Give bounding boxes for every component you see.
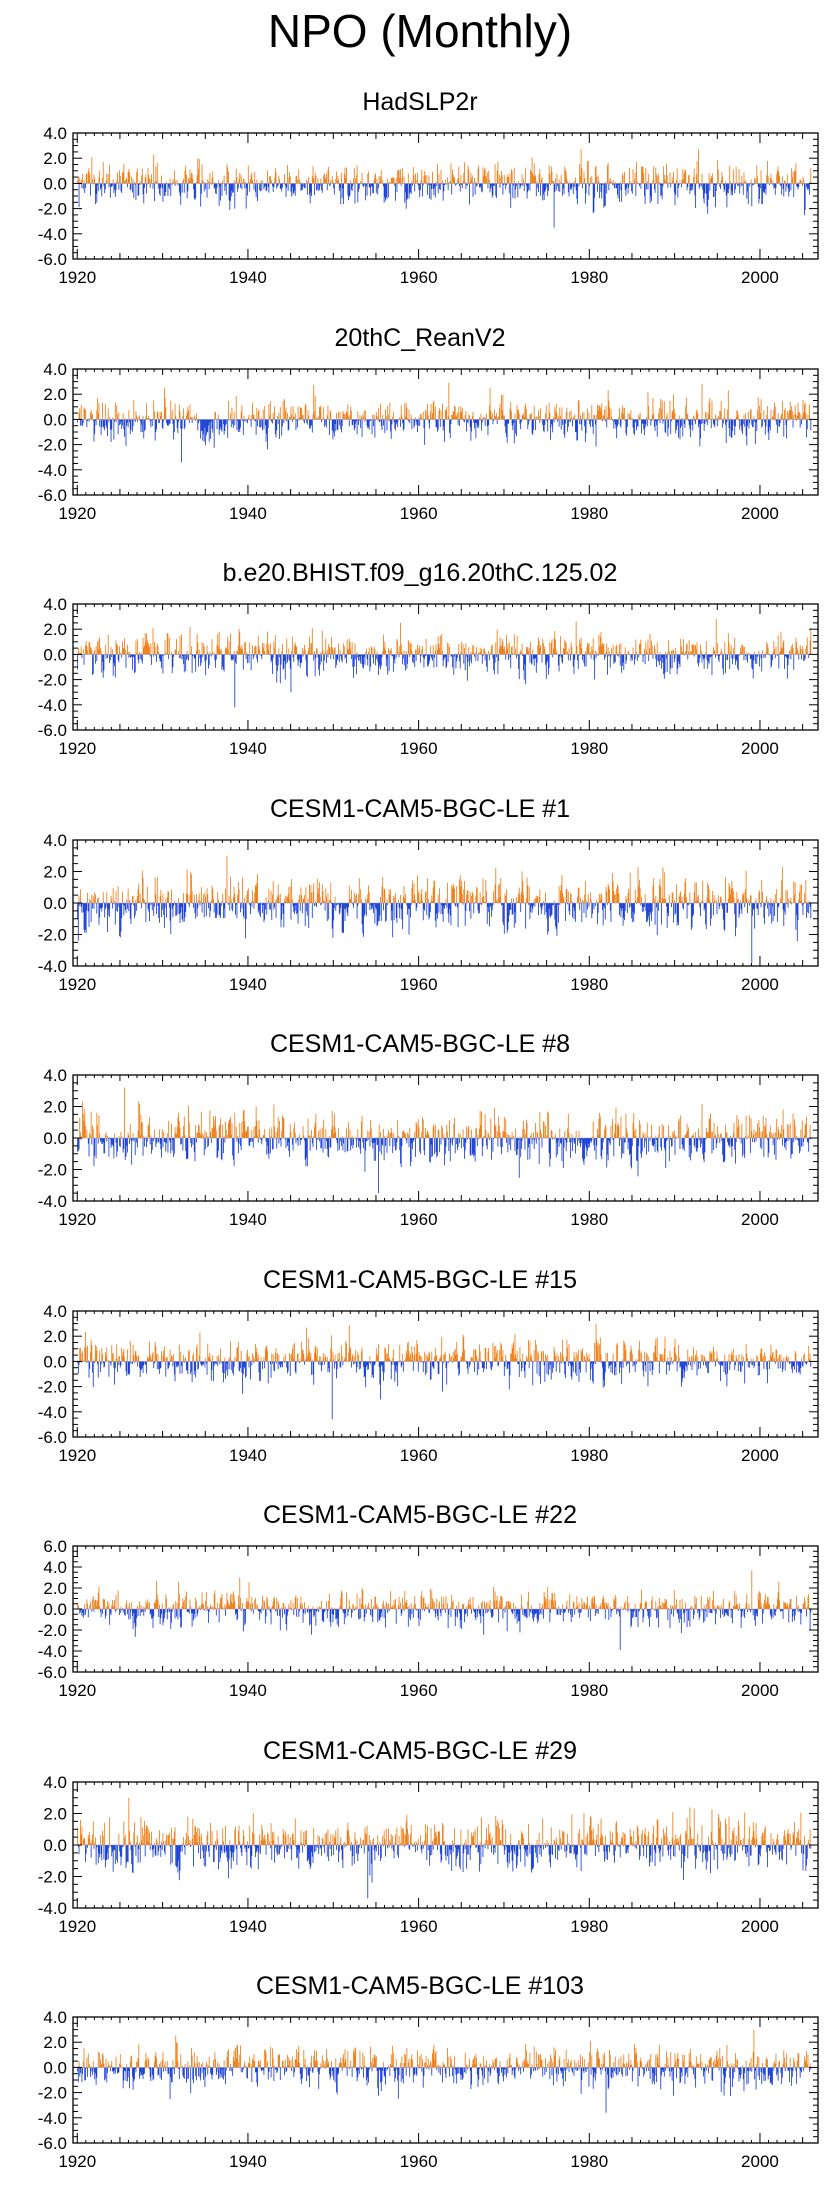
x-tick-label: 1940 <box>229 739 267 758</box>
y-tick-label: 4.0 <box>43 831 67 850</box>
chart-panel-3: b.e20.BHIST.f09_g16.20thC.125.02 -6.0 -4.0… <box>38 559 819 758</box>
y-tick-label: -4.0 <box>38 696 67 715</box>
chart-panel-4: CESM1-CAM5-BGC-LE #1-4.0-2.00.02.04.0192… <box>38 795 819 994</box>
y-tick-label: -4.0 <box>38 460 67 479</box>
x-tick-label: 1940 <box>229 504 267 523</box>
y-tick-label: -4.0 <box>38 225 67 244</box>
y-tick-label: 0.0 <box>43 410 67 429</box>
chart-title: CESM1-CAM5-BGC-LE #1 <box>270 795 570 823</box>
y-tick-label: 4.0 <box>43 124 67 143</box>
y-tick-label: 0.0 <box>43 645 67 664</box>
x-tick-label: 1960 <box>400 268 438 287</box>
plot-frame <box>72 603 819 731</box>
y-tick-label: -6.0 <box>38 486 67 505</box>
y-tick-label: -6.0 <box>38 250 67 269</box>
chart-title: HadSLP2r <box>362 88 477 116</box>
figure-title: NPO (Monthly) <box>267 5 573 57</box>
chart-panel-1: HadSLP2r -6.0 -4.0 -2.0 0.0 2.0 4.0 1920 1940 196… <box>38 88 819 287</box>
x-tick-label: 1940 <box>229 268 267 287</box>
x-tick-label: 1980 <box>570 739 608 758</box>
plot-frame <box>72 367 819 496</box>
chart-panel-2: 20thC_ReanV2 -6.0 -4.0 -2.0 0.0 2.0 4.0 1920 194… <box>38 324 819 523</box>
x-tick-label: 1920 <box>58 504 96 523</box>
y-tick-label: 2.0 <box>43 862 67 881</box>
bar-series <box>77 382 812 462</box>
y-tick-label: 0.0 <box>43 894 67 913</box>
x-tick-label: 2000 <box>741 739 779 758</box>
y-tick-label: 0.0 <box>43 174 67 193</box>
bar-series <box>77 855 812 963</box>
x-tick-label: 1980 <box>570 504 608 523</box>
y-tick-label: -2.0 <box>38 925 67 944</box>
x-tick-label: 1960 <box>400 504 438 523</box>
y-tick-label: -2.0 <box>38 200 67 219</box>
chart-title: b.e20.BHIST.f09_g16.20thC.125.02 <box>223 559 618 587</box>
y-tick-label: -6.0 <box>38 721 67 740</box>
bar-series <box>77 149 812 228</box>
x-tick-label: 1960 <box>400 739 438 758</box>
y-tick-label: -2.0 <box>38 671 67 690</box>
y-tick-label: -2.0 <box>38 435 67 454</box>
y-tick-label: 4.0 <box>43 360 67 379</box>
chart-title: 20thC_ReanV2 <box>335 324 506 352</box>
x-tick-label: 1920 <box>58 268 96 287</box>
x-tick-label: 1980 <box>570 268 608 287</box>
y-tick-label: 2.0 <box>43 385 67 404</box>
y-tick-label: 2.0 <box>43 620 67 639</box>
y-tick-label: -4.0 <box>38 957 67 976</box>
x-tick-label: 1920 <box>58 739 96 758</box>
x-tick-label: 2000 <box>741 504 779 523</box>
y-tick-label: 4.0 <box>43 595 67 614</box>
plot-frame <box>72 132 819 260</box>
x-tick-label: 2000 <box>741 268 779 287</box>
bar-series <box>77 619 812 708</box>
y-tick-label: 2.0 <box>43 149 67 168</box>
